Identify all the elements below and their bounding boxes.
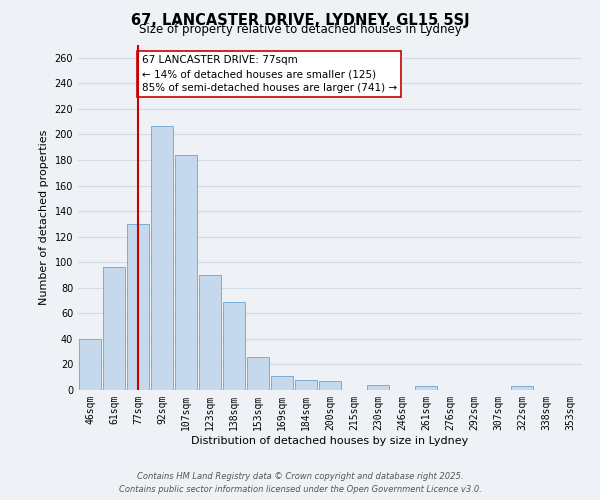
Bar (511, 386, 533, 390)
Bar (367, 385, 389, 390)
Bar (79, 339, 101, 390)
Bar (175, 155, 197, 390)
Bar (319, 381, 341, 390)
Text: 67, LANCASTER DRIVE, LYDNEY, GL15 5SJ: 67, LANCASTER DRIVE, LYDNEY, GL15 5SJ (131, 12, 469, 28)
Bar (151, 126, 173, 390)
Bar (271, 376, 293, 390)
Bar (127, 224, 149, 390)
Bar (415, 386, 437, 390)
Text: Contains HM Land Registry data © Crown copyright and database right 2025.
Contai: Contains HM Land Registry data © Crown c… (119, 472, 481, 494)
Text: Size of property relative to detached houses in Lydney: Size of property relative to detached ho… (139, 22, 461, 36)
Text: 67 LANCASTER DRIVE: 77sqm
← 14% of detached houses are smaller (125)
85% of semi: 67 LANCASTER DRIVE: 77sqm ← 14% of detac… (142, 55, 397, 93)
Bar (247, 357, 269, 390)
Y-axis label: Number of detached properties: Number of detached properties (39, 130, 49, 305)
Bar (295, 380, 317, 390)
Bar (223, 302, 245, 390)
Bar (199, 275, 221, 390)
X-axis label: Distribution of detached houses by size in Lydney: Distribution of detached houses by size … (191, 436, 469, 446)
Bar (103, 268, 125, 390)
